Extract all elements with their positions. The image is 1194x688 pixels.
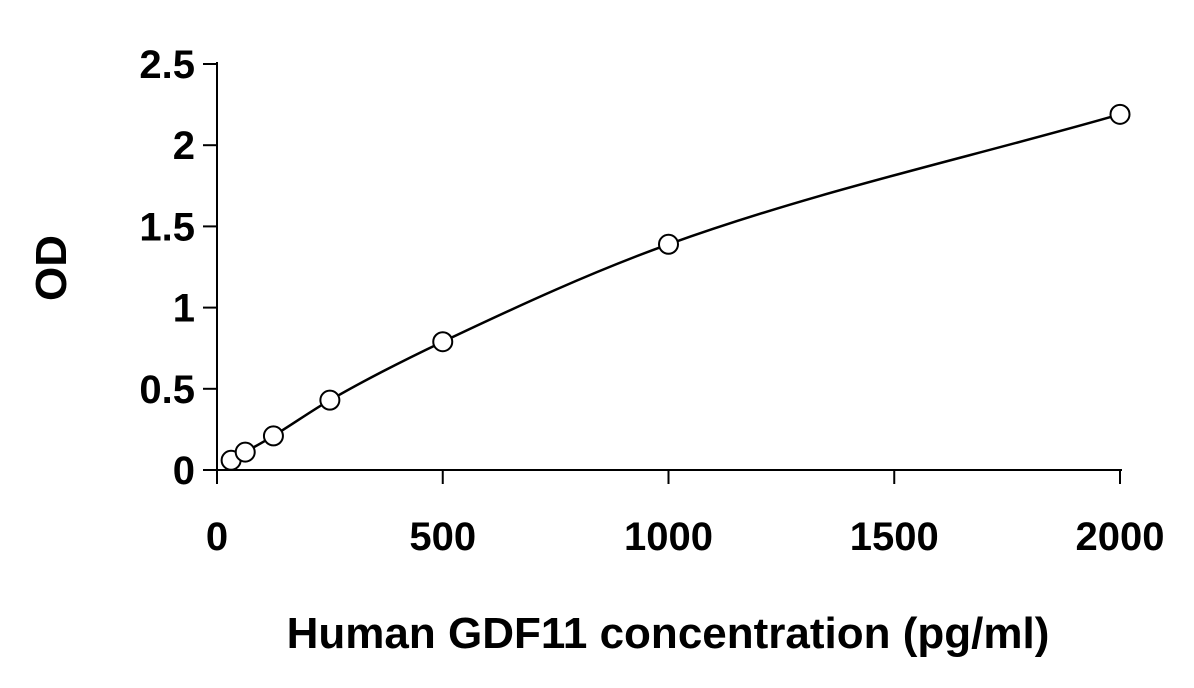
y-tick-label: 1.5	[139, 205, 195, 249]
data-points	[220, 103, 1131, 471]
y-tick-label: 2.5	[139, 43, 195, 87]
x-tick-label: 1000	[624, 515, 713, 559]
x-tick-label: 1500	[850, 515, 939, 559]
fit-curve-group	[230, 113, 1121, 462]
y-tick-label: 1	[173, 287, 195, 331]
x-tick-label: 0	[206, 515, 228, 559]
y-tick-label: 0	[173, 449, 195, 493]
x-tick-label: 500	[409, 515, 476, 559]
data-point	[1109, 103, 1131, 125]
y-tick-label: 0.5	[139, 368, 195, 412]
data-point	[432, 331, 454, 353]
data-point	[658, 233, 679, 255]
axes	[203, 62, 1122, 484]
data-point	[262, 425, 284, 447]
tick-labels: 0 0.5 1 1.5 2 2.5 0 500 1000 1500 2000	[139, 43, 1164, 559]
fit-curve	[230, 113, 1121, 462]
y-axis-title: OD	[27, 235, 76, 301]
data-point	[234, 441, 256, 463]
x-axis-title: Human GDF11 concentration (pg/ml)	[287, 609, 1050, 658]
x-tick-label: 2000	[1076, 515, 1165, 559]
data-point	[319, 389, 341, 411]
y-tick-label: 2	[173, 124, 195, 168]
